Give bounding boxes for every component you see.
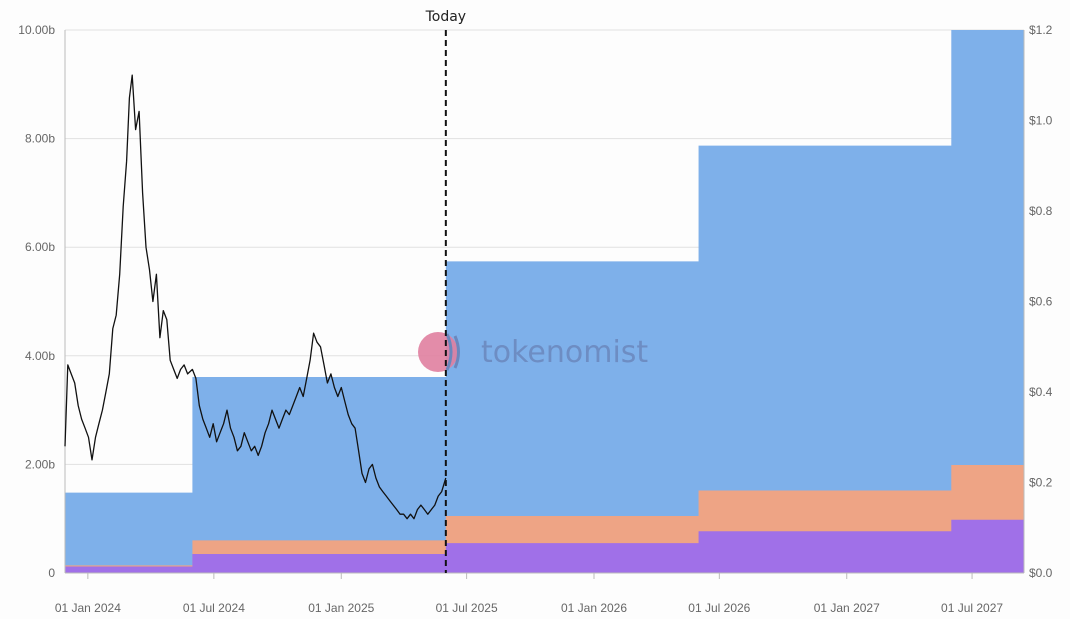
x-tick-label: 01 Jul 2025 (436, 601, 498, 615)
y-right-tick-label: $0.8 (1029, 204, 1053, 218)
tick-labels: 0 2.00b 4.00b 6.00b 8.00b 10.00b $0.0 $0.2 $0.4 $… (18, 23, 1052, 615)
today-marker: Today (425, 9, 467, 573)
unlock-areas (65, 30, 1024, 573)
y-left-tick-label: 2.00b (25, 457, 55, 471)
y-right-tick-label: $1.2 (1029, 23, 1053, 37)
y-left-tick-label: 8.00b (25, 132, 55, 146)
x-tick-label: 01 Jul 2024 (183, 601, 245, 615)
watermark-text: tokenomist (481, 335, 648, 370)
y-right-tick-label: $0.2 (1029, 476, 1053, 490)
x-tick-label: 01 Jul 2026 (688, 601, 750, 615)
series-area (65, 30, 1024, 573)
y-left-tick-label: 0 (48, 566, 55, 580)
watermark-logo-arc-1 (445, 333, 453, 371)
x-tick-label: 01 Jan 2024 (55, 601, 121, 615)
y-left-tick-label: 10.00b (18, 23, 55, 37)
y-right-tick-label: $1.0 (1029, 114, 1053, 128)
watermark-logo-arc-2 (453, 335, 460, 369)
axes (64, 30, 1025, 579)
tokenomist-watermark: tokenomist (418, 332, 648, 372)
y-right-tick-label: $0.4 (1029, 385, 1053, 399)
y-right-tick-label: $0.6 (1029, 295, 1053, 309)
price-line (64, 74, 447, 520)
y-left-tick-label: 4.00b (25, 349, 55, 363)
x-tick-label: 01 Jan 2025 (308, 601, 374, 615)
watermark-logo-circle (418, 332, 458, 372)
x-tick-label: 01 Jan 2027 (814, 601, 880, 615)
series-area (65, 519, 1024, 573)
y-left-tick-label: 6.00b (25, 240, 55, 254)
x-tick-label: 01 Jul 2027 (941, 601, 1003, 615)
today-label: Today (425, 9, 467, 25)
price-series-line (64, 74, 447, 520)
y-right-tick-label: $0.0 (1029, 566, 1053, 580)
x-tick-label: 01 Jan 2026 (561, 601, 627, 615)
